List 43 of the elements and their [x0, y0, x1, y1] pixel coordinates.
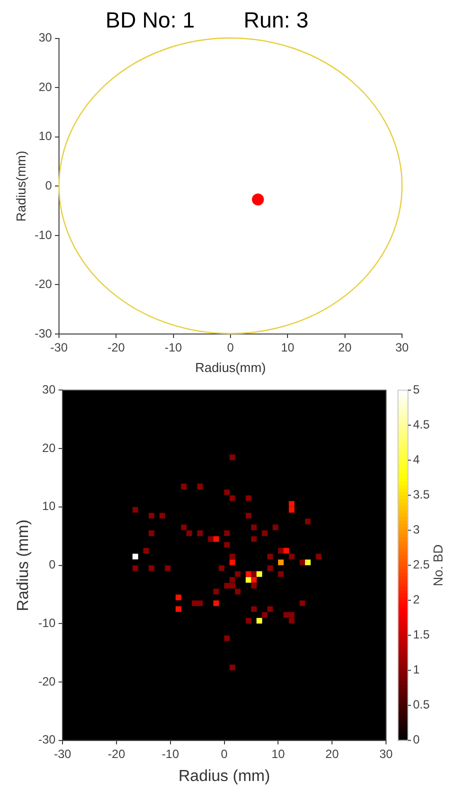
y-tick-label: 30 [38, 30, 52, 45]
y-tick-label: 10 [42, 499, 56, 514]
y-axis-title: Radius(mm) [13, 150, 28, 222]
y-tick-label: -30 [38, 732, 56, 747]
y-tick-label: 0 [48, 558, 56, 572]
color-bar-label: 1.5 [413, 628, 430, 642]
color-bar-label: 5 [413, 382, 420, 397]
color-bar-label: 2.5 [413, 558, 430, 572]
color-bar-label: 2 [413, 592, 420, 607]
x-tick-label: 0 [220, 746, 228, 761]
x-tick-label: 0 [227, 340, 234, 355]
x-tick-label: -20 [107, 340, 126, 355]
x-tick-label: 20 [338, 340, 352, 355]
x-tick-label: 20 [325, 746, 340, 761]
y-tick-label: 30 [42, 382, 56, 397]
y-tick-label: -20 [38, 674, 56, 688]
y-tick-label: -10 [38, 616, 56, 630]
color-bar-label: 4.5 [413, 418, 430, 432]
x-tick-label: 10 [272, 746, 286, 761]
x-tick-label: 30 [379, 746, 393, 761]
y-axis-title: Radius (mm) [15, 520, 32, 612]
y-tick-label: 20 [42, 440, 56, 455]
y-tick-label: 20 [38, 80, 52, 94]
color-bar-label: 0.5 [413, 698, 430, 712]
color-bar-label: 3.5 [413, 488, 430, 502]
color-bar-label: 1 [413, 662, 420, 677]
y-tick-label: -30 [34, 326, 52, 340]
y-tick-label: -10 [34, 228, 52, 242]
x-tick-label: 30 [395, 340, 409, 355]
color-bar-title: No. BD [430, 544, 446, 586]
color-bar-label: 0 [413, 732, 420, 747]
x-tick-label: -10 [162, 746, 180, 761]
chart-title: BD No: 1 Run: 3 [106, 7, 308, 32]
color-bar-label: 4 [413, 452, 420, 467]
y-tick-label: -20 [34, 277, 52, 292]
y-tick-label: 10 [38, 129, 52, 144]
color-bar-label: 3 [413, 522, 420, 537]
x-tick-label: -10 [164, 340, 182, 355]
x-axis-title: Radius (mm) [178, 768, 270, 785]
x-tick-label: -20 [108, 746, 126, 761]
x-axis-title: Radius(mm) [195, 360, 266, 375]
y-tick-label: 0 [45, 178, 52, 193]
x-tick-label: 10 [280, 340, 295, 355]
